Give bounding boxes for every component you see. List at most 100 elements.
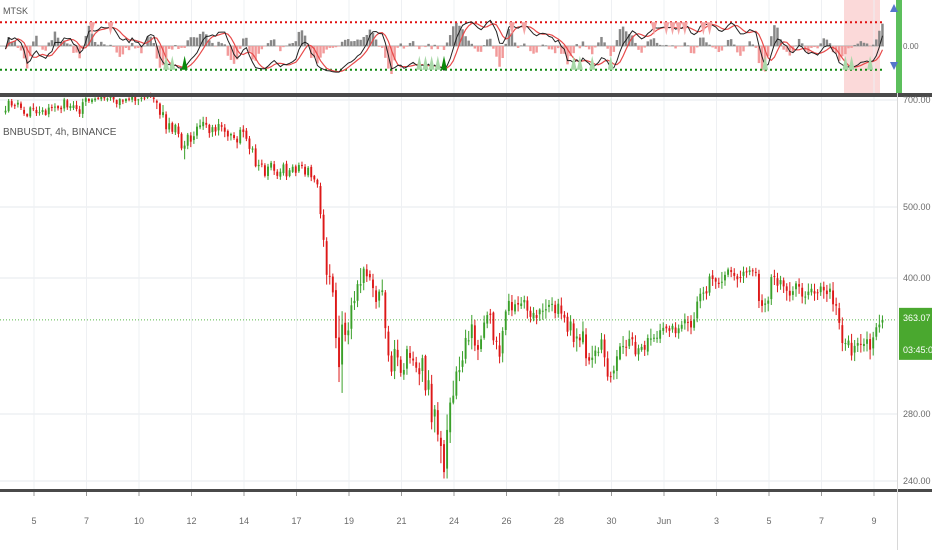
indicator-histogram-bar [655, 42, 659, 46]
candle-body [186, 134, 189, 146]
candle-body [307, 167, 310, 176]
candle-body [205, 122, 208, 125]
indicator-histogram-bar [878, 30, 881, 46]
indicator-histogram-bar [81, 46, 84, 49]
indicator-histogram-bar [584, 46, 588, 48]
indicator-histogram-bar [381, 46, 384, 48]
indicator-histogram-bar [124, 46, 128, 48]
candle-body [393, 348, 396, 372]
candle-body [801, 287, 804, 297]
scale-up-arrow-icon[interactable] [890, 4, 898, 12]
indicator-histogram-bar [791, 46, 795, 53]
candle-body [631, 337, 634, 340]
candle-body [869, 339, 872, 350]
candle-body [301, 164, 303, 167]
indicator-scale-bar[interactable] [896, 0, 902, 93]
indicator-histogram-bar [538, 46, 541, 47]
indicator-histogram-bar [408, 42, 412, 46]
candle-body [78, 109, 81, 114]
indicator-histogram-bar [72, 46, 75, 53]
indicator-histogram-bar [501, 46, 504, 59]
indicator-histogram-bar [377, 46, 381, 47]
indicator-histogram-bar [171, 46, 174, 50]
candle-body [57, 106, 59, 109]
candle-body [449, 402, 452, 433]
indicator-histogram-bar [550, 46, 554, 50]
candle-body [514, 304, 516, 312]
indicator-histogram-bar [177, 46, 180, 49]
indicator-histogram-bar [575, 44, 579, 46]
candle-body [412, 358, 415, 361]
indicator-histogram-bar [152, 43, 155, 46]
indicator-histogram-bar [516, 46, 520, 48]
candle-body [297, 165, 300, 172]
candle-body [325, 241, 328, 275]
sell-signal-marker [675, 22, 682, 36]
candle-body [637, 348, 640, 355]
indicator-histogram-bar [62, 40, 66, 46]
indicator-histogram-bar [436, 46, 440, 50]
candle-body [693, 319, 696, 328]
indicator-histogram-bar [689, 46, 693, 54]
indicator-histogram-bar [300, 30, 304, 46]
indicator-histogram-bar [634, 42, 637, 46]
candle-body [498, 345, 501, 357]
indicator-histogram-bar [198, 33, 202, 46]
indicator-histogram-bar [828, 43, 832, 46]
indicator-histogram-bar [766, 46, 770, 57]
candle-body [720, 281, 723, 283]
candle-body [4, 110, 7, 113]
candle-body [761, 300, 763, 306]
candle-body [532, 312, 535, 319]
candle-body [538, 309, 541, 315]
indicator-histogram-bar [359, 39, 362, 46]
date-tick-label: 30 [606, 516, 616, 526]
candle-body [260, 163, 263, 165]
candle-body [563, 314, 566, 318]
candle-body [612, 370, 615, 374]
candle-body [162, 112, 164, 116]
indicator-histogram-bar [779, 39, 782, 46]
indicator-histogram-bar [776, 27, 779, 46]
indicator-histogram-bar [430, 46, 433, 50]
indicator-histogram-bar [362, 36, 365, 46]
indicator-histogram-bar [343, 39, 347, 46]
candle-body [557, 303, 560, 314]
indicator-histogram-bar [445, 42, 449, 46]
candles-layer [4, 92, 884, 479]
candle-body [551, 303, 554, 305]
indicator-histogram-bar [396, 46, 399, 48]
candle-body [702, 292, 705, 294]
buy-signal-marker [422, 55, 429, 70]
indicator-histogram-bar [618, 29, 622, 46]
buy-signal-marker [181, 55, 188, 70]
scale-down-arrow-icon[interactable] [890, 62, 898, 70]
candle-body [705, 291, 708, 294]
buy-signal-marker [607, 55, 614, 70]
indicator-histogram-bar [356, 39, 359, 46]
indicator-histogram-bar [726, 39, 730, 46]
indicator-histogram-bar [646, 41, 650, 46]
indicator-histogram-bar [374, 39, 378, 46]
candle-body [84, 98, 87, 102]
candle-body [526, 300, 529, 311]
candle-body [118, 99, 121, 106]
candle-body [158, 103, 161, 115]
candle-body [245, 130, 248, 139]
candle-body [455, 371, 458, 396]
candle-body [316, 179, 319, 185]
indicator-histogram-bar [868, 46, 872, 47]
date-tick-label: 3 [714, 516, 719, 526]
indicator-histogram-bar [581, 41, 585, 46]
candle-body [288, 170, 291, 176]
indicator-histogram-bar [248, 46, 251, 52]
indicator-histogram-bar [368, 29, 372, 46]
date-tick-label: 9 [871, 516, 876, 526]
indicator-histogram-bar [115, 46, 118, 53]
indicator-histogram-bar [492, 46, 495, 49]
candle-body [754, 271, 757, 273]
candle-body [591, 357, 594, 360]
candle-body [853, 345, 856, 353]
candle-body [548, 304, 550, 307]
indicator-histogram-bar [547, 46, 551, 50]
